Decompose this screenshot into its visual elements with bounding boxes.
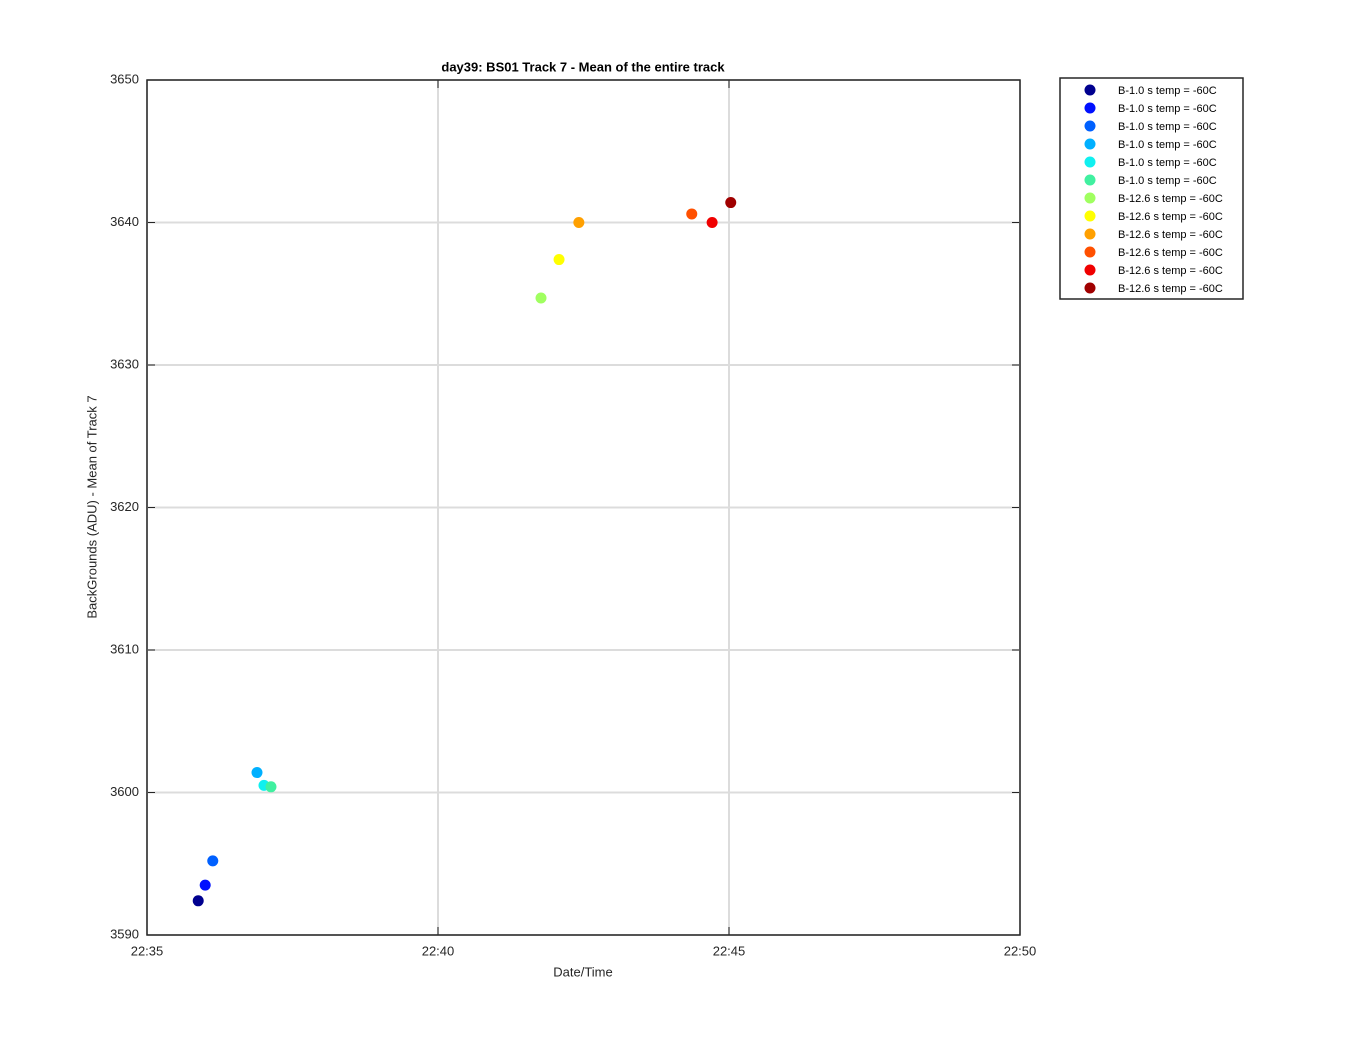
data-point	[573, 217, 585, 228]
legend-label: B-1.0 s temp = -60C	[1118, 175, 1217, 187]
legend-label: B-12.6 s temp = -60C	[1118, 283, 1223, 295]
data-point	[265, 781, 277, 793]
legend-label: B-1.0 s temp = -60C	[1118, 85, 1217, 97]
legend-marker	[1084, 282, 1096, 294]
legend-marker	[1084, 102, 1096, 114]
y-tick-label: 3650	[110, 71, 139, 86]
x-tick-label: 22:45	[713, 943, 746, 958]
y-tick-label: 3590	[110, 926, 139, 941]
legend-label: B-12.6 s temp = -60C	[1118, 211, 1223, 223]
chart-title: day39: BS01 Track 7 - Mean of the entire…	[441, 59, 725, 74]
legend-label: B-1.0 s temp = -60C	[1118, 103, 1217, 115]
legend-label: B-12.6 s temp = -60C	[1118, 229, 1223, 241]
legend-marker	[1084, 138, 1096, 150]
y-tick-label: 3640	[110, 214, 139, 229]
y-tick-label: 3610	[110, 641, 139, 656]
data-point	[535, 292, 547, 304]
y-tick-label: 3600	[110, 784, 139, 799]
plot-frame	[146, 79, 1021, 936]
legend-marker	[1084, 120, 1096, 132]
x-axis-label: Date/Time	[553, 964, 612, 979]
legend-marker	[1084, 84, 1096, 96]
data-point	[686, 208, 698, 220]
legend-label: B-1.0 s temp = -60C	[1118, 121, 1217, 133]
legend-marker	[1084, 264, 1096, 276]
legend-label: B-12.6 s temp = -60C	[1118, 247, 1223, 259]
legend-marker	[1084, 174, 1096, 186]
data-point	[725, 197, 737, 209]
x-tick-label: 22:50	[1004, 943, 1037, 958]
data-point	[192, 895, 204, 907]
legend-label: B-12.6 s temp = -60C	[1118, 265, 1223, 277]
legend-label: B-12.6 s temp = -60C	[1118, 193, 1223, 205]
legend-marker	[1084, 210, 1096, 222]
data-point	[251, 767, 263, 779]
y-tick-label: 3630	[110, 356, 139, 371]
legend-marker	[1084, 156, 1096, 168]
legend-label: B-1.0 s temp = -60C	[1118, 139, 1217, 151]
x-tick-label: 22:35	[131, 943, 164, 958]
x-tick-label: 22:40	[422, 943, 455, 958]
data-point	[199, 879, 211, 891]
legend-box	[1059, 77, 1244, 300]
data-point	[553, 254, 565, 266]
y-axis-label: BackGrounds (ADU) - Mean of Track 7	[84, 395, 99, 618]
data-point	[207, 855, 219, 867]
legend-marker	[1084, 246, 1096, 258]
y-tick-label: 3620	[110, 499, 139, 514]
legend-label: B-1.0 s temp = -60C	[1118, 157, 1217, 169]
legend-marker	[1084, 228, 1096, 240]
data-point	[706, 217, 718, 228]
legend-marker	[1084, 192, 1096, 204]
